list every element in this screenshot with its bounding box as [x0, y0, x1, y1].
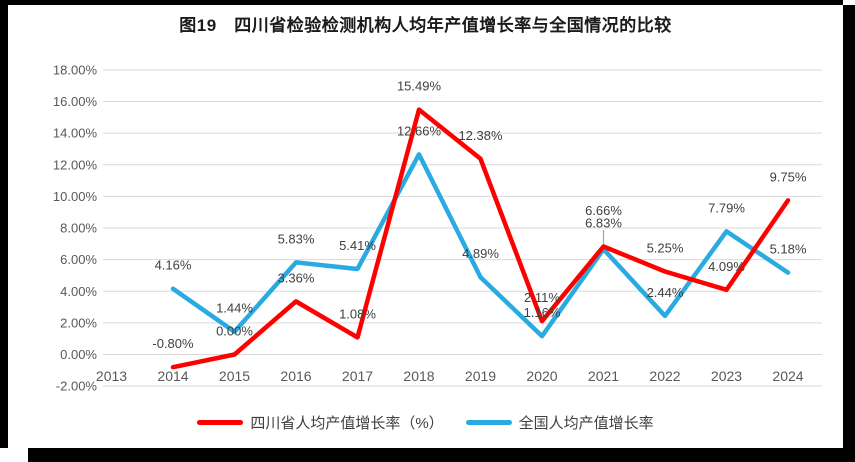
data-label: 12.38%: [458, 128, 503, 143]
legend-swatch-sichuan-red-line: [197, 420, 244, 425]
data-label: -0.80%: [152, 336, 194, 351]
data-label: 4.09%: [708, 259, 745, 274]
series-line[interactable]: [170, 152, 791, 339]
legend-item-sichuan[interactable]: 四川省人均产值增长率（%）: [197, 412, 444, 433]
y-axis-tick-label: 2.00%: [60, 315, 97, 330]
legend-label-national: 全国人均产值增长率: [518, 415, 654, 432]
chart-title: 图19 四川省检验检测机构人均年产值增长率与全国情况的比较: [179, 16, 672, 35]
y-axis-tick-label: 14.00%: [53, 126, 98, 141]
data-label: 6.66%: [585, 203, 622, 218]
x-axis-tick-label: 2021: [588, 368, 619, 384]
data-label: 3.36%: [278, 270, 315, 285]
x-axis-tick-label: 2019: [465, 368, 496, 384]
data-label: 0.00%: [216, 324, 253, 339]
y-axis-tick-label: 0.00%: [60, 347, 97, 362]
x-axis-tick-label: 2017: [342, 368, 373, 384]
y-axis-tick-label: 6.00%: [60, 252, 97, 267]
y-axis-tick-label: -2.00%: [56, 379, 98, 394]
data-label: 1.08%: [339, 306, 376, 321]
y-axis-tick-label: 16.00%: [53, 94, 98, 109]
data-label: 9.75%: [770, 169, 807, 184]
legend-swatch-national-blue-line: [465, 420, 512, 425]
x-axis-tick-label: 2015: [219, 368, 250, 384]
data-label: 2.11%: [524, 290, 560, 305]
frame-border-top: [0, 0, 843, 5]
x-axis-tick-label: 2018: [403, 368, 434, 384]
data-label: 4.16%: [155, 258, 192, 273]
x-axis-tick-label: 2013: [96, 368, 127, 384]
y-axis-tick-label: 10.00%: [53, 189, 98, 204]
data-label: 2.44%: [647, 285, 684, 300]
data-label: 5.18%: [770, 242, 807, 257]
data-label: 5.25%: [647, 240, 684, 255]
data-label: 7.79%: [708, 200, 745, 215]
legend-item-national[interactable]: 全国人均产值增长率: [465, 412, 654, 433]
data-label: 5.83%: [278, 231, 315, 246]
data-label: 6.83%: [585, 216, 622, 231]
data-label: 5.41%: [339, 238, 376, 253]
x-axis-tick-label: 2024: [772, 368, 803, 384]
series-line[interactable]: [170, 107, 791, 370]
data-label: 12.66%: [397, 123, 442, 138]
legend-label-sichuan: 四川省人均产值增长率（%）: [250, 415, 444, 432]
data-label: 1.44%: [216, 301, 253, 316]
data-label: 1.16%: [524, 305, 561, 320]
data-label: 4.89%: [462, 246, 499, 261]
y-axis-tick-label: 4.00%: [60, 284, 97, 299]
frame-border-bottom: [28, 448, 855, 462]
y-axis-tick-label: 18.00%: [53, 62, 98, 77]
y-axis-tick-label: 8.00%: [60, 221, 97, 236]
x-axis-tick-label: 2014: [157, 368, 188, 384]
x-axis-tick-label: 2020: [526, 368, 557, 384]
frame-border-right: [843, 5, 855, 462]
x-axis-tick-label: 2016: [280, 368, 311, 384]
frame-border-left: [0, 0, 8, 448]
data-label: 15.49%: [397, 79, 442, 94]
x-axis-tick-label: 2022: [649, 368, 680, 384]
y-axis-tick-label: 12.00%: [53, 157, 98, 172]
x-axis-tick-label: 2023: [711, 368, 742, 384]
chart-legend: 四川省人均产值增长率（%） 全国人均产值增长率: [8, 412, 843, 433]
